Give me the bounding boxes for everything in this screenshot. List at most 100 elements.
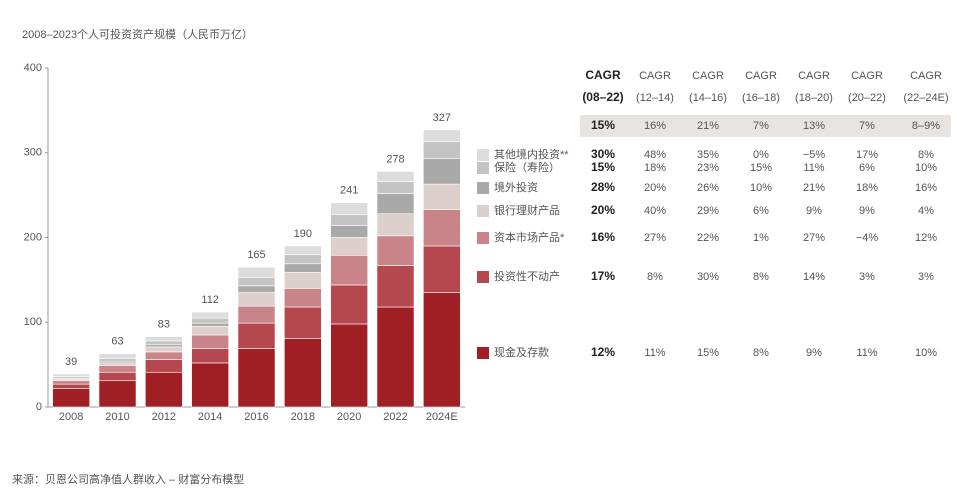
table-header: (12–14) xyxy=(636,92,674,104)
legend-label: 境外投资 xyxy=(494,180,538,194)
table-cell: −4% xyxy=(856,232,879,244)
x-tick-label: 2024E xyxy=(426,411,458,423)
bar-segment xyxy=(237,292,276,307)
table-cell: 27% xyxy=(803,232,825,244)
bar-segment xyxy=(237,322,276,349)
table-cell: 6% xyxy=(859,162,875,174)
bar-segment xyxy=(422,158,461,185)
bar-segment xyxy=(422,292,461,408)
table-cell: 10% xyxy=(750,182,772,194)
table-cell: 13% xyxy=(803,120,825,132)
bar-segment xyxy=(145,359,183,373)
y-tick-label: 300 xyxy=(24,147,42,159)
y-tick-label: 100 xyxy=(24,316,42,328)
bar-segment xyxy=(330,254,368,286)
total-label: 39 xyxy=(65,356,77,368)
table-header: CAGR xyxy=(798,70,830,82)
legend-swatch xyxy=(477,271,489,283)
bar-segment xyxy=(283,254,322,265)
table-cell: 14% xyxy=(803,271,825,283)
table-cell: 35% xyxy=(697,149,719,161)
table-cell: 16% xyxy=(644,120,666,132)
total-label: 278 xyxy=(386,153,404,165)
legend-swatch xyxy=(477,205,489,217)
bar-segment xyxy=(191,326,229,336)
table-cell: 29% xyxy=(697,205,719,217)
bar-segment xyxy=(330,237,368,256)
bar-segment xyxy=(422,141,461,159)
table-cell: 9% xyxy=(806,205,822,217)
bar-segment xyxy=(422,245,461,293)
bar-segment xyxy=(283,263,322,273)
bar-segment xyxy=(98,365,137,373)
table-cell: 8–9% xyxy=(912,120,940,132)
table-cell: 21% xyxy=(803,182,825,194)
bar-segment xyxy=(98,371,137,382)
highlight-row xyxy=(580,115,951,137)
table-cell: 8% xyxy=(647,271,663,283)
table-cell: 0% xyxy=(753,149,769,161)
bar-segment xyxy=(145,346,183,353)
table-header: (14–16) xyxy=(689,92,727,104)
table-cell: 15% xyxy=(591,160,615,174)
legend-swatch xyxy=(477,162,489,174)
table-cell: 10% xyxy=(915,347,937,359)
bar-segment xyxy=(145,343,183,348)
table-header: CAGR xyxy=(639,70,671,82)
total-label: 63 xyxy=(111,336,123,348)
legend-swatch xyxy=(477,347,489,359)
table-cell: 3% xyxy=(918,271,934,283)
table-cell: 17% xyxy=(856,149,878,161)
bar-segment xyxy=(191,311,229,319)
table-cell: 11% xyxy=(644,347,665,359)
bar-segment xyxy=(145,351,183,360)
bar-segment xyxy=(283,245,322,255)
table-cell: 12% xyxy=(915,232,937,244)
table-cell: 8% xyxy=(753,271,769,283)
y-tick-label: 0 xyxy=(36,401,42,413)
table-cell: 28% xyxy=(591,180,615,194)
table-cell: 20% xyxy=(644,182,666,194)
table-cell: 23% xyxy=(697,162,719,174)
table-cell: 17% xyxy=(591,269,615,283)
bar-segment xyxy=(330,225,368,238)
table-header: (16–18) xyxy=(742,92,780,104)
legend-swatch xyxy=(477,232,489,244)
x-tick-label: 2010 xyxy=(105,411,129,423)
bar-segment xyxy=(98,362,137,366)
table-cell: 11% xyxy=(803,162,824,174)
x-tick-label: 2018 xyxy=(291,411,315,423)
x-tick-label: 2012 xyxy=(152,411,176,423)
table-cell: 22% xyxy=(697,232,719,244)
total-label: 190 xyxy=(294,228,312,240)
bar-segment xyxy=(191,362,229,408)
legend-swatch xyxy=(477,182,489,194)
bar-segment xyxy=(145,340,183,345)
total-label: 112 xyxy=(201,294,219,306)
table-cell: 30% xyxy=(591,147,615,161)
table-header: CAGR xyxy=(745,70,777,82)
total-label: 241 xyxy=(340,185,358,197)
bar-segment xyxy=(330,323,368,408)
bar-segment xyxy=(191,317,229,324)
table-cell: −5% xyxy=(803,149,826,161)
table-cell: 18% xyxy=(644,162,666,174)
table-cell: 7% xyxy=(753,120,769,132)
bar-segment xyxy=(52,373,91,377)
table-cell: 18% xyxy=(856,182,878,194)
table-cell: 21% xyxy=(697,120,719,132)
bar-segment xyxy=(376,265,415,308)
table-cell: 16% xyxy=(591,230,615,244)
table-cell: 4% xyxy=(918,205,934,217)
table-cell: 15% xyxy=(697,347,719,359)
bar-segment xyxy=(98,380,137,408)
bar-segment xyxy=(376,181,415,194)
x-tick-label: 2020 xyxy=(337,411,361,423)
bar-segment xyxy=(422,209,461,247)
x-tick-label: 2014 xyxy=(198,411,222,423)
bar-segment xyxy=(98,358,137,362)
bar-segment xyxy=(283,271,322,289)
table-cell: 3% xyxy=(859,271,875,283)
total-label: 83 xyxy=(158,319,170,331)
bar-segment xyxy=(237,266,276,278)
